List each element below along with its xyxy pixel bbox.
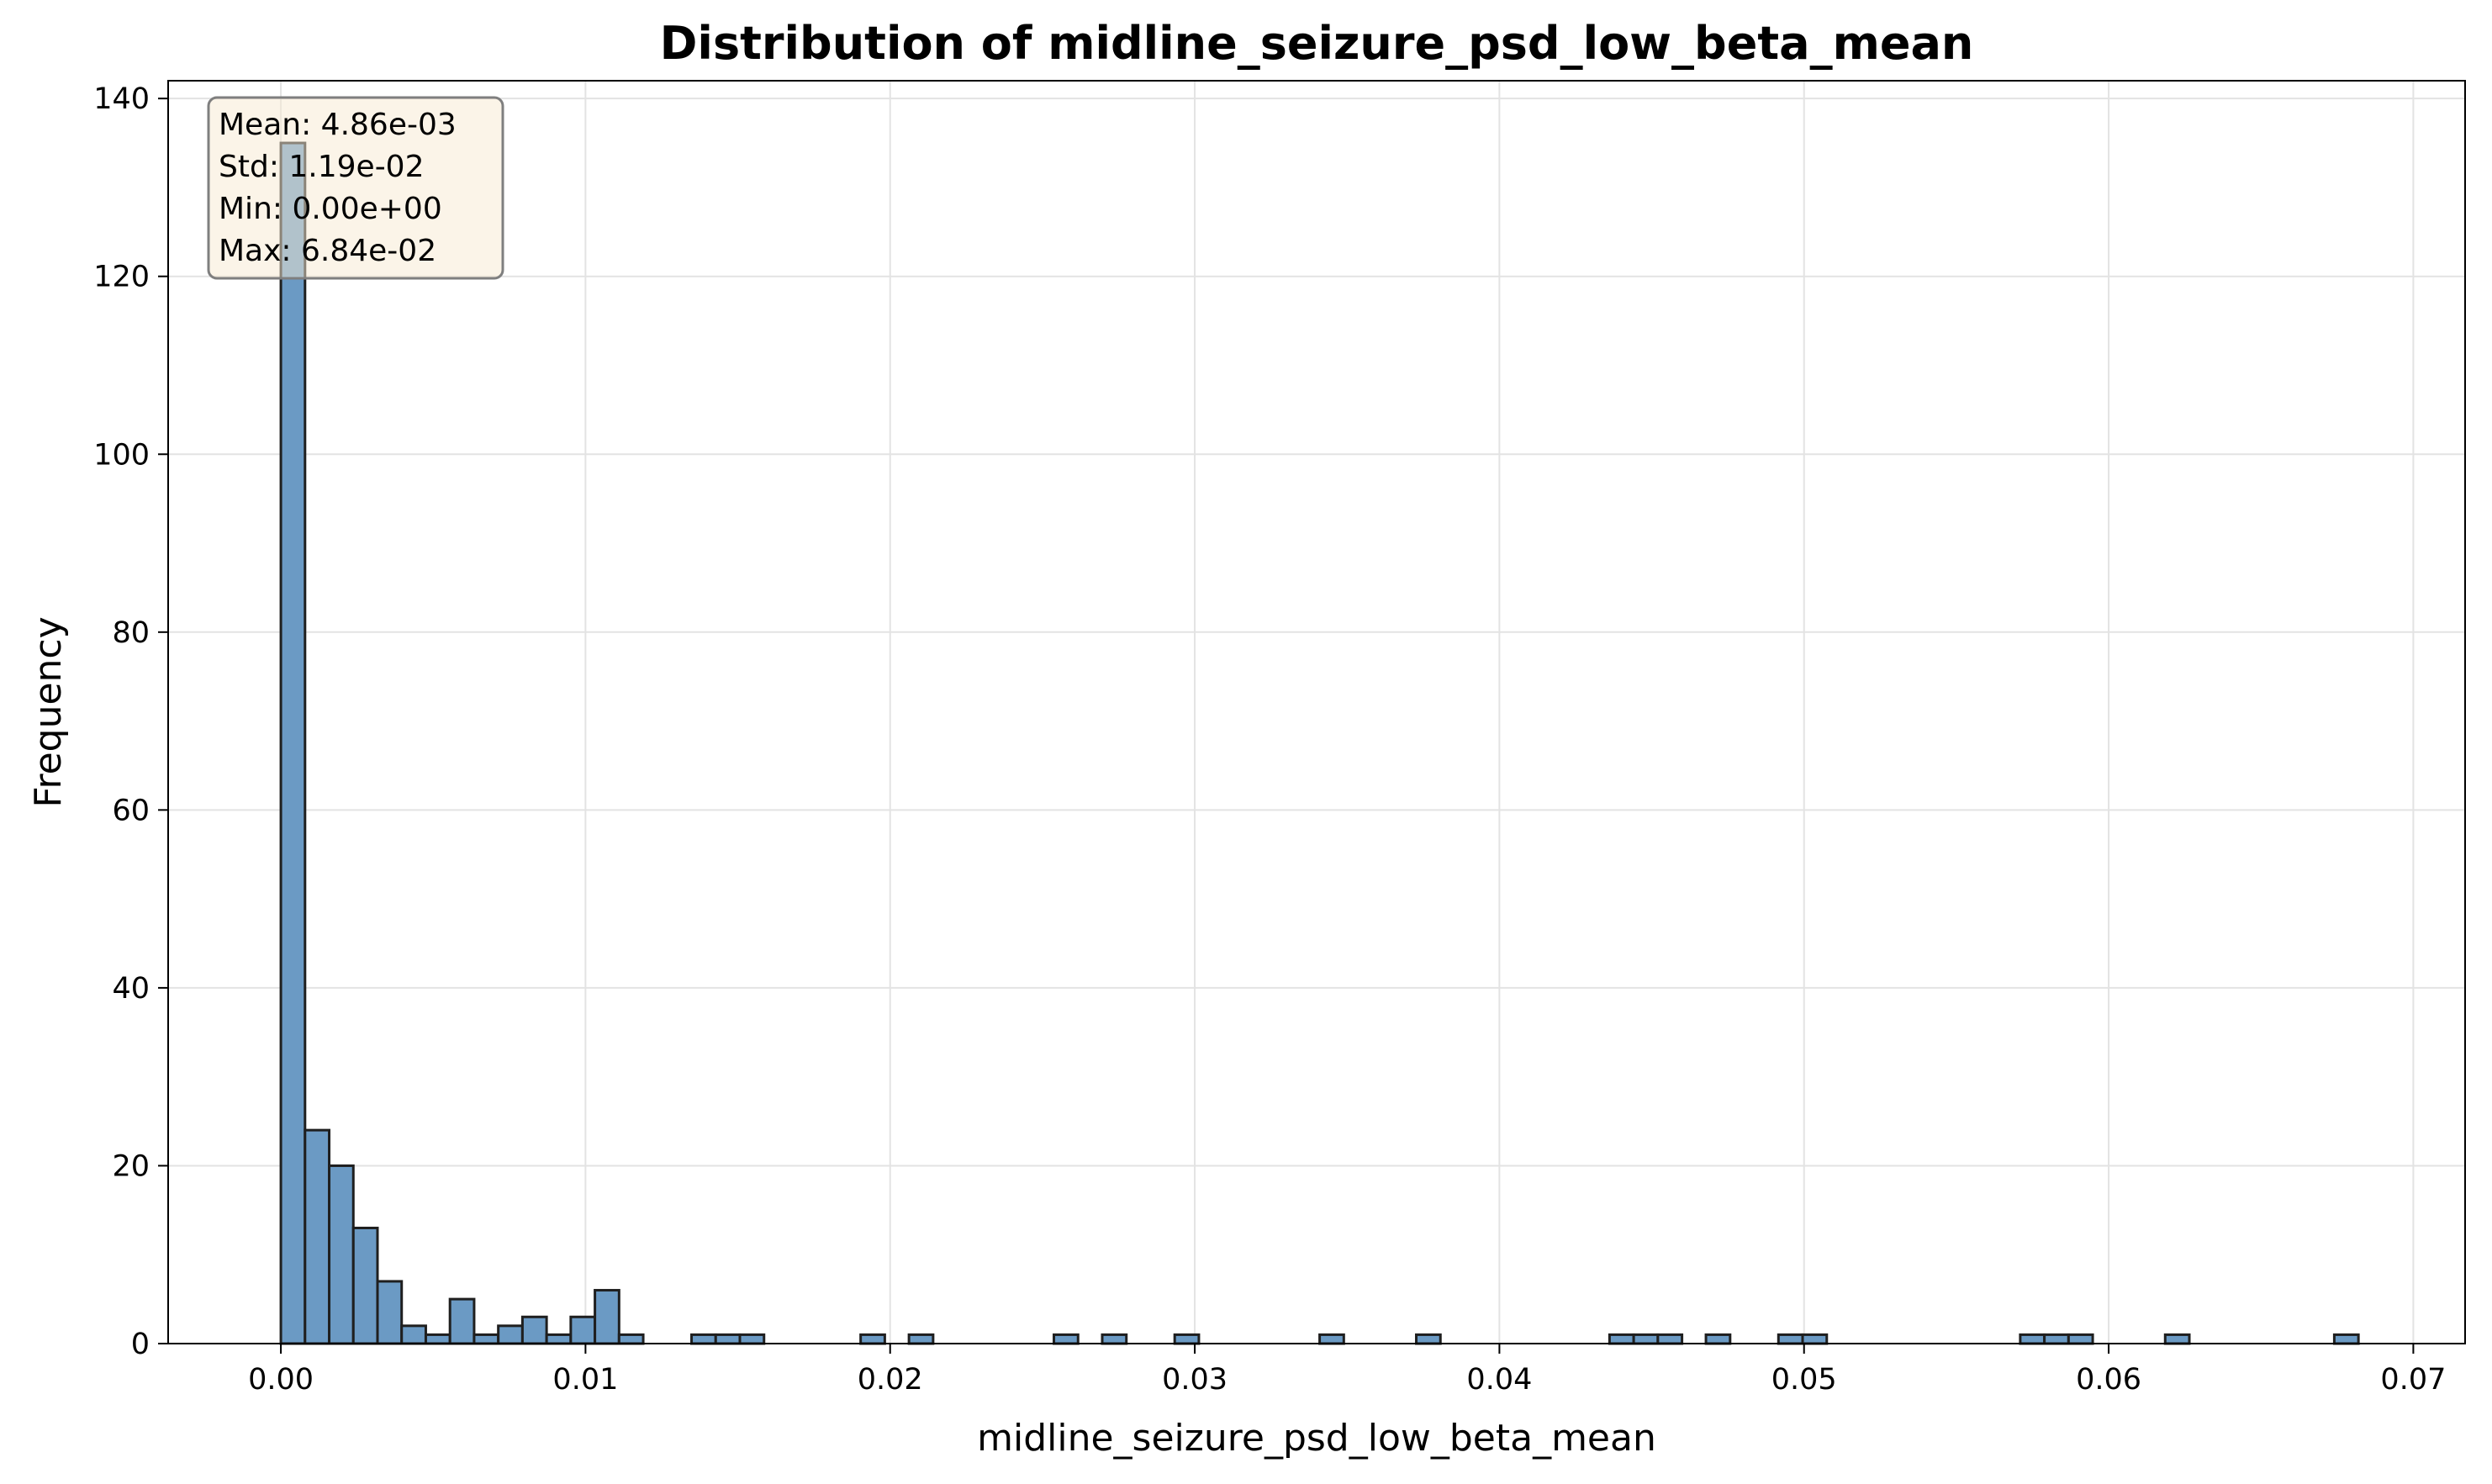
plot-frame [167, 80, 2466, 1344]
chart-title: Distribution of midline_seizure_psd_low_… [660, 17, 1974, 70]
histogram-bar [376, 1280, 404, 1345]
histogram-bar [2043, 1333, 2070, 1345]
histogram-bars [279, 141, 2360, 1345]
stats-std-text: Std: 1.19e-02 [219, 150, 425, 184]
histogram-bar [1632, 1333, 1660, 1345]
x-tick-label: 0.04 [1466, 1363, 1532, 1397]
histogram-bar [2019, 1333, 2046, 1345]
x-tick-label: 0.07 [2380, 1363, 2446, 1397]
y-axis-ticks: 0 20 40 60 80 100 120 140 [93, 82, 168, 1361]
stats-max-text: Max: 6.84e-02 [219, 234, 436, 268]
y-tick-label: 100 [93, 438, 150, 472]
x-axis-ticks: 0.00 0.01 0.02 0.03 0.04 0.05 0.06 0.07 [248, 1344, 2446, 1397]
x-tick-label: 0.06 [2076, 1363, 2141, 1397]
histogram-bar [2332, 1333, 2360, 1345]
x-axis-label: midline_seizure_psd_low_beta_mean [977, 1417, 1656, 1460]
histogram-bar [617, 1333, 645, 1345]
histogram-bar [1101, 1333, 1128, 1345]
histogram-bar [907, 1333, 935, 1345]
histogram-bar [2067, 1333, 2094, 1345]
y-tick-label: 0 [131, 1328, 150, 1361]
stats-box-background [207, 96, 504, 280]
stats-box: Mean: 4.86e-03 Std: 1.19e-02 Min: 0.00e+… [207, 96, 504, 280]
histogram-bar [859, 1333, 886, 1345]
histogram-bar [1608, 1333, 1635, 1345]
histogram-bar [424, 1333, 451, 1345]
histogram-bar [1656, 1333, 1684, 1345]
x-tick-label: 0.01 [552, 1363, 618, 1397]
y-tick-label: 60 [112, 794, 150, 827]
y-tick-label: 140 [93, 82, 150, 116]
histogram-bar [400, 1324, 427, 1345]
histogram-bar [328, 1164, 355, 1345]
histogram-bar [594, 1289, 620, 1345]
histogram-bar [1053, 1333, 1080, 1345]
x-tick-label: 0.05 [1771, 1363, 1837, 1397]
histogram-bar [1801, 1333, 1829, 1345]
histogram-bar [351, 1226, 379, 1345]
histogram-bar [738, 1333, 766, 1345]
x-tick-label: 0.02 [858, 1363, 923, 1397]
y-tick-label: 80 [112, 616, 150, 650]
histogram-bar [690, 1333, 717, 1345]
histogram-bar [279, 141, 307, 1345]
stats-min-text: Min: 0.00e+00 [219, 192, 442, 226]
x-tick-label: 0.00 [248, 1363, 314, 1397]
y-tick-label: 120 [93, 261, 150, 294]
histogram-bar [520, 1315, 548, 1345]
x-tick-label: 0.03 [1162, 1363, 1228, 1397]
stats-mean-text: Mean: 4.86e-03 [219, 108, 457, 142]
grid-lines [168, 81, 2465, 1344]
histogram-bar [569, 1315, 597, 1345]
y-tick-label: 20 [112, 1149, 150, 1183]
histogram-bar [1173, 1333, 1201, 1345]
y-tick-label: 40 [112, 972, 150, 1006]
histogram-bar [1777, 1333, 1804, 1345]
histogram-bar [448, 1297, 476, 1345]
histogram-bar [545, 1333, 573, 1345]
histogram-bar [2163, 1333, 2191, 1345]
histogram-bar [1704, 1333, 1732, 1345]
histogram-bar [473, 1333, 500, 1345]
histogram-bar [1415, 1333, 1442, 1345]
histogram-bar [497, 1324, 524, 1345]
histogram-bar [304, 1128, 331, 1345]
histogram-bar [1318, 1333, 1345, 1345]
y-axis-label: Frequency [27, 616, 70, 807]
histogram-bar [714, 1333, 742, 1345]
